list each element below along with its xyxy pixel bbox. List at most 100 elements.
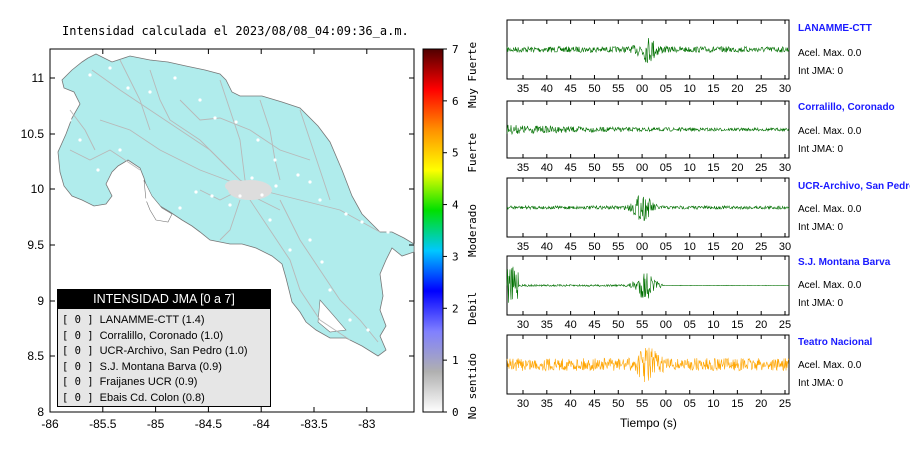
town-dot — [328, 288, 332, 292]
y-tick-label: 9 — [37, 294, 44, 308]
waveform-tick-label: 50 — [588, 162, 600, 174]
legend-item: [ 0 ] Corralillo, Coronado (1.0) — [62, 329, 270, 345]
station-info-lanamme: LANAMME-CTT Acel. Max. 0.0 Int JMA: 0 — [798, 23, 910, 83]
waveform-panel: 30 35 40 45 50 55 00 05 10 15 20 25 — [506, 334, 791, 410]
colorbar-ticks: 0 1 2 3 4 5 6 7 — [443, 43, 459, 419]
waveform-trace — [506, 37, 790, 64]
waveform-tick-label: 20 — [731, 83, 743, 95]
station-info-teatro: Teatro Nacional Acel. Max. 0.0 Int JMA: … — [798, 337, 910, 397]
station-info-corralillo: Corralillo, Coronado Acel. Max. 0.0 Int … — [798, 102, 910, 162]
waveform-tick-label: 05 — [684, 319, 696, 331]
station-name: UCR-Archivo, San Pedro — [798, 181, 910, 192]
station-int: Int JMA: 0 — [798, 144, 844, 155]
legend-level: [ 0 ] — [62, 376, 94, 388]
x-tick-label: -84 — [253, 417, 271, 431]
waveform-tick-label: 10 — [684, 162, 696, 174]
waveform-panel: 35 40 45 50 55 00 05 10 15 20 25 30 — [506, 177, 791, 253]
waveform-tick-label: 20 — [731, 162, 743, 174]
colorbar-tick-label: 6 — [452, 95, 459, 108]
waveform-tick-label: 40 — [565, 319, 577, 331]
road-network — [69, 59, 381, 343]
waveform-tick-label: 25 — [755, 83, 767, 95]
waveform-tick-label: 45 — [565, 162, 577, 174]
waveform-tick-label: 05 — [660, 83, 672, 95]
x-tick-label: -84.5 — [195, 417, 223, 431]
station-name: S.J. Montana Barva — [798, 257, 891, 268]
station-name: Teatro Nacional — [798, 337, 873, 348]
waveform-tick-label: 20 — [731, 241, 743, 253]
town-dot — [320, 260, 324, 264]
town-dot — [178, 206, 182, 210]
colorbar-category-label: Muy Fuerte — [466, 42, 479, 108]
waveform-tick-label: 10 — [684, 83, 696, 95]
colorbar-tick-label: 4 — [452, 199, 459, 212]
town-dot — [158, 213, 162, 217]
waveform-tick-label: 40 — [565, 398, 577, 410]
x-tick-label: -85.5 — [89, 417, 117, 431]
waveform-tick-label: 15 — [731, 319, 743, 331]
town-dot — [78, 138, 82, 142]
waveform-tick-label: 55 — [612, 83, 624, 95]
waveform-tick-label: 30 — [779, 241, 791, 253]
town-dot — [366, 328, 370, 332]
town-dot — [126, 86, 130, 90]
waveform-tick-label: 00 — [660, 398, 672, 410]
town-dot — [68, 118, 72, 122]
land-mass — [57, 53, 415, 357]
colorbar-gradient — [422, 48, 444, 413]
legend-item: [ 0 ] Fraijanes UCR (0.9) — [62, 375, 270, 391]
osa-peninsula-gulf — [317, 299, 347, 333]
waveform-tick-label: 30 — [779, 162, 791, 174]
waveform-tick-label: 45 — [588, 398, 600, 410]
waveform-tick-label: 25 — [755, 241, 767, 253]
colorbar-tick-label: 0 — [452, 406, 459, 419]
waveform-tick-label: 35 — [517, 162, 529, 174]
town-dot — [256, 138, 260, 142]
waveform-tick-label: 30 — [779, 83, 791, 95]
town-dot — [250, 176, 254, 180]
town-dot — [148, 90, 152, 94]
waveform-tick-label: 15 — [707, 162, 719, 174]
town-dot — [360, 220, 364, 224]
station-acel: Acel. Max. 0.0 — [798, 360, 862, 371]
town-dot — [238, 194, 242, 198]
waveform-tick-label: 45 — [588, 319, 600, 331]
legend-station: LANAMME-CTT (1.4) — [99, 314, 205, 326]
town-dot — [318, 198, 322, 202]
station-acel: Acel. Max. 0.0 — [798, 48, 862, 59]
waveform-tick-label: 50 — [588, 241, 600, 253]
waveform-tick-label: 10 — [707, 398, 719, 410]
town-dot — [348, 318, 352, 322]
waveform-tick-label: 55 — [636, 398, 648, 410]
waveform-tick-label: 20 — [755, 398, 767, 410]
waveform-tick-label: 40 — [541, 83, 553, 95]
y-tick-label: 9.5 — [27, 238, 44, 252]
waveform-tick-label: 15 — [731, 398, 743, 410]
y-tick-label: 10 — [31, 182, 45, 196]
waveform-trace — [506, 347, 790, 383]
waveform-tick-label: 40 — [541, 241, 553, 253]
map-title: Intensidad calculada el 2023/08/08_04:09… — [62, 24, 409, 38]
legend-title: INTENSIDAD JMA [0 a 7] — [58, 290, 270, 309]
colorbar-tick-label: 3 — [452, 250, 459, 263]
nicoya-inner-gulf — [143, 179, 173, 223]
town-dot — [228, 203, 232, 207]
town-dot — [198, 98, 202, 102]
legend-station: Ebais Cd. Colon (0.8) — [99, 391, 205, 404]
waveform-tick-label: 35 — [541, 398, 553, 410]
town-dot — [234, 120, 238, 124]
town-dot — [194, 190, 198, 194]
waveform-tick-label: 55 — [612, 162, 624, 174]
town-dot — [213, 116, 217, 120]
town-dot — [108, 66, 112, 70]
costa-rica-land — [57, 53, 415, 357]
waveform-panel: 35 40 45 50 55 00 05 10 15 20 25 30 — [506, 19, 791, 95]
legend-station: UCR-Archivo, San Pedro (1.0) — [99, 345, 248, 357]
town-markers — [68, 66, 390, 332]
legend-item: [ 0 ] Ebais Cd. Colon (0.8) — [62, 391, 270, 407]
colorbar-tick-label: 5 — [452, 147, 459, 160]
legend-level: [ 0 ] — [62, 314, 94, 326]
town-dot — [296, 173, 300, 177]
